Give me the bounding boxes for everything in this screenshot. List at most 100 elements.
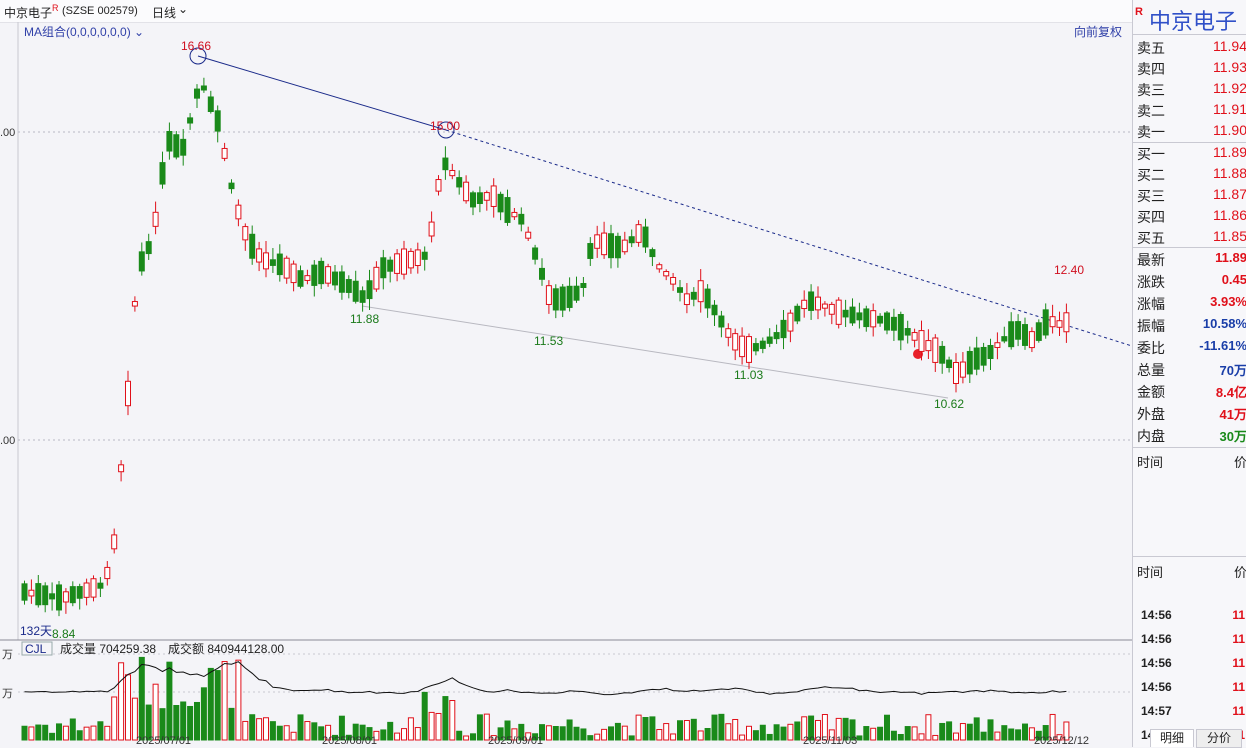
bid-price: 11.87 xyxy=(1213,186,1246,202)
chart-header-bar: 中京电子 R (SZSE 002579) 日线 ⌄ xyxy=(0,0,1132,23)
volume-bar xyxy=(28,726,35,741)
candle-body xyxy=(173,134,180,158)
tick-price: 11 xyxy=(1232,632,1245,646)
stat-row: 总量 70万 xyxy=(1135,358,1246,379)
candle-body xyxy=(290,263,297,284)
candle-body xyxy=(1022,324,1028,346)
candle-body xyxy=(759,340,766,349)
volume-bar xyxy=(953,732,959,741)
ask-row[interactable]: 卖二 11.91 xyxy=(1135,99,1246,120)
candle-body xyxy=(594,234,601,249)
candle-body xyxy=(525,231,532,239)
stat-label: 金额 xyxy=(1137,384,1165,400)
volume-bar xyxy=(663,723,670,741)
indicator-selector-box[interactable] xyxy=(21,641,53,656)
ask-row[interactable]: 卖三 11.92 xyxy=(1135,78,1246,99)
ask-row[interactable]: 卖一 11.90 xyxy=(1135,120,1246,141)
bid-row[interactable]: 买五 11.85 xyxy=(1135,226,1246,247)
tab-price-distribution[interactable]: 分价 xyxy=(1196,729,1242,748)
volume-bar xyxy=(1015,729,1022,741)
indicator-selector[interactable]: CJL xyxy=(25,642,47,656)
volume-bar xyxy=(449,700,456,741)
candle-body xyxy=(518,213,525,225)
candle-body xyxy=(649,249,656,258)
bid-row[interactable]: 买二 11.88 xyxy=(1135,163,1246,184)
volume-bar xyxy=(773,724,780,741)
volume-bar xyxy=(759,724,766,741)
bid-label: 买四 xyxy=(1137,209,1165,225)
stat-value: 0.45 xyxy=(1221,272,1246,287)
candle-body xyxy=(566,285,573,308)
tick-time: 14:56 xyxy=(1141,632,1172,646)
volume-bar xyxy=(235,659,242,741)
quote-panel: R 中京电子 卖五 11.94 卖四 11.93 卖三 11.92 卖二 11.91 卖一 11.… xyxy=(1132,0,1246,747)
kline-chart-area[interactable]: 中京电子 R (SZSE 002579) 日线 ⌄ MA组合(0,0,0,0,0… xyxy=(0,0,1132,747)
candle-body xyxy=(856,312,863,321)
candle-body xyxy=(62,591,69,603)
candle-body xyxy=(235,204,242,220)
adjust-mode-label[interactable]: 向前复权 xyxy=(1073,25,1122,39)
chevron-down-icon[interactable]: ⌄ xyxy=(178,2,189,16)
candle-body xyxy=(125,380,131,407)
candle-body xyxy=(104,566,111,580)
stat-value: 30万 xyxy=(1219,429,1246,444)
volume-bar xyxy=(704,727,711,741)
rights-badge: R xyxy=(1135,6,1143,18)
tick-time: 14:56 xyxy=(1141,608,1172,622)
bid-row[interactable]: 买一 11.89 xyxy=(1135,142,1246,163)
candle-body xyxy=(821,303,828,309)
candle-body xyxy=(428,221,435,237)
volume-bar xyxy=(601,728,608,741)
stat-label: 委比 xyxy=(1137,340,1165,356)
candle-body xyxy=(884,312,890,331)
candle-body xyxy=(1028,331,1035,349)
candle-body xyxy=(49,593,56,600)
volume-bar xyxy=(394,732,401,741)
candle-body xyxy=(1035,322,1042,341)
candle-body xyxy=(780,319,787,339)
ask-row[interactable]: 卖四 11.93 xyxy=(1135,57,1246,78)
volume-bar xyxy=(62,725,69,741)
volume-bar xyxy=(325,724,332,741)
volume-bar xyxy=(456,730,463,741)
candle-body xyxy=(815,296,821,311)
candle-body xyxy=(994,342,1001,348)
candle-body xyxy=(380,257,387,279)
stat-row: 涨幅 3.93% xyxy=(1135,292,1246,313)
candle-body xyxy=(394,253,401,274)
candle-body xyxy=(194,88,200,99)
candle-body xyxy=(1001,336,1008,342)
candle-body xyxy=(366,280,373,300)
tab-details[interactable]: 明细 xyxy=(1150,729,1194,747)
ask-row[interactable]: 卖五 11.94 xyxy=(1135,36,1246,57)
volume-bar xyxy=(21,725,28,741)
volume-bar xyxy=(911,726,918,741)
volume-bar xyxy=(1001,725,1008,741)
candle-body xyxy=(808,291,815,311)
volume-bar xyxy=(214,670,221,741)
volume-bar xyxy=(511,728,518,741)
volume-bar xyxy=(642,716,649,741)
volume-bar xyxy=(483,713,490,741)
candle-body xyxy=(904,328,911,336)
volume-bar xyxy=(69,718,76,741)
bid-row[interactable]: 买四 11.86 xyxy=(1135,205,1246,226)
tick-row: 14:56 11 xyxy=(1135,676,1245,699)
candle-body xyxy=(539,267,545,280)
volume-bar xyxy=(118,662,125,741)
volume-bar xyxy=(263,717,269,741)
volume-bar xyxy=(545,725,552,741)
period-selector[interactable]: 日线 xyxy=(152,6,177,20)
ma-indicator-label[interactable]: MA组合(0,0,0,0,0,0) ⌄ xyxy=(24,25,145,39)
volume-bar xyxy=(573,726,580,741)
volume-bar xyxy=(621,725,628,741)
volume-bar xyxy=(966,723,973,741)
tick-time: 14:56 xyxy=(1141,680,1172,694)
volume-bar xyxy=(1035,730,1042,741)
candle-body xyxy=(359,290,366,303)
bid-price: 11.89 xyxy=(1213,144,1246,160)
bid-row[interactable]: 买三 11.87 xyxy=(1135,184,1246,205)
candle-body xyxy=(407,250,414,269)
tick-price: 11 xyxy=(1232,608,1245,622)
candle-body xyxy=(435,179,442,192)
